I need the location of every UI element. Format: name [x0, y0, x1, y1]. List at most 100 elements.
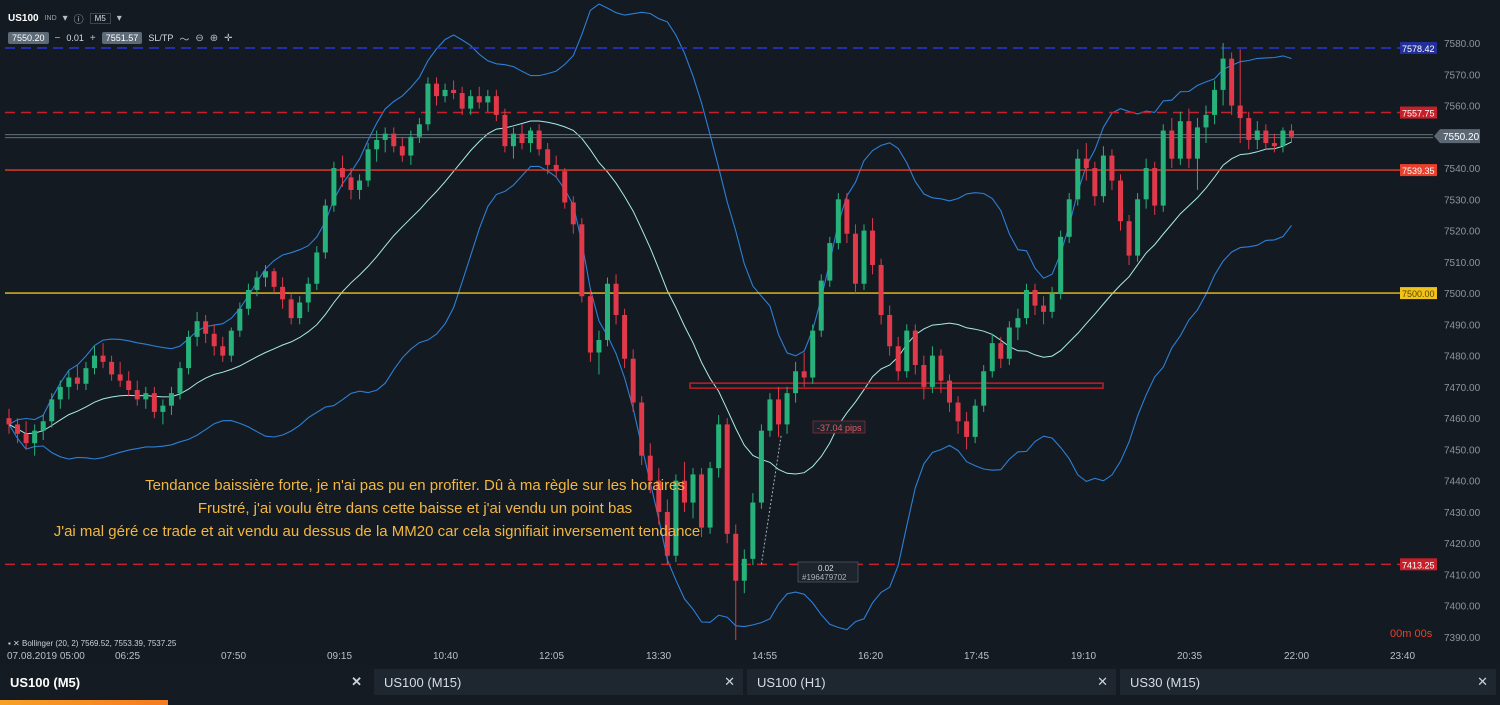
candle-body: [502, 114, 508, 147]
candle-body: [1109, 155, 1115, 181]
candle-body: [348, 177, 354, 190]
ask-price-button[interactable]: 7551.57: [101, 32, 143, 44]
candle: [493, 89, 499, 122]
candle: [66, 371, 72, 400]
candle-body: [92, 355, 97, 369]
candle: [408, 130, 414, 165]
candle: [989, 333, 995, 378]
candle: [15, 418, 21, 444]
candle: [434, 77, 439, 106]
candle-body: [690, 474, 696, 503]
candle-body: [562, 171, 568, 203]
candle-body: [1289, 130, 1294, 137]
candle-body: [40, 421, 46, 431]
level-price-label: 7413.25: [1402, 560, 1435, 570]
candle: [459, 86, 465, 115]
tab-us30-m15[interactable]: US30 (M15) ✕: [1120, 669, 1496, 695]
close-icon[interactable]: ✕: [1477, 674, 1488, 689]
candle-body: [459, 93, 465, 109]
candle-body: [630, 358, 636, 403]
bid-price-button[interactable]: 7550.20: [8, 32, 49, 44]
candle-body: [844, 199, 850, 234]
chevron-down-icon[interactable]: ▾: [62, 12, 68, 24]
candle-body: [391, 133, 397, 147]
candle-body: [1066, 199, 1072, 237]
minus-icon[interactable]: −: [54, 32, 61, 44]
candle-body: [1229, 58, 1235, 106]
level-price-tag: [1400, 41, 1437, 54]
candle-body: [810, 330, 816, 378]
candle-body: [964, 421, 970, 437]
candle-body: [339, 168, 345, 178]
crosshair-icon[interactable]: ✛: [224, 32, 233, 44]
time-tick-label: 20:35: [1177, 651, 1202, 662]
annotation-note-line: Tendance baissière forte, je n'ai pas pu…: [145, 477, 685, 494]
candle-body: [186, 336, 192, 369]
price-tick-label: 7390.00: [1444, 633, 1481, 644]
candle-body: [587, 296, 593, 353]
candle: [1169, 118, 1175, 169]
candle: [1254, 121, 1260, 150]
candle: [23, 421, 29, 450]
candle: [639, 396, 645, 466]
candle: [468, 89, 474, 115]
candle: [271, 268, 277, 294]
timeframe-select[interactable]: M5: [89, 12, 111, 24]
candle-body: [724, 424, 730, 534]
candle-body: [835, 199, 841, 244]
candle-body: [878, 264, 884, 315]
candle: [1058, 230, 1064, 300]
candle-body: [134, 390, 140, 400]
close-icon[interactable]: ✕: [724, 674, 735, 689]
time-tick-label: 06:25: [115, 651, 140, 662]
candle-countdown: 00m 00s: [1390, 628, 1433, 640]
candle-body: [228, 330, 234, 356]
candle-body: [416, 124, 422, 137]
close-icon[interactable]: ✕: [351, 674, 362, 689]
info-icon[interactable]: ⓘ: [73, 14, 84, 26]
candle: [32, 424, 38, 456]
candle: [664, 499, 670, 566]
candle: [947, 374, 952, 412]
candle-body: [168, 393, 174, 406]
candle: [929, 346, 935, 394]
tab-us100-h1[interactable]: US100 (H1) ✕: [747, 669, 1116, 695]
candle-body: [1271, 143, 1277, 147]
candle-body: [365, 149, 371, 181]
tab-us100-m15[interactable]: US100 (M15) ✕: [374, 669, 743, 695]
time-tick-label: 10:40: [433, 651, 458, 662]
timeframe-chevron-icon[interactable]: ▾: [116, 12, 122, 24]
tab-us100-m5[interactable]: US100 (M5) ✕: [0, 669, 370, 695]
candle-body: [758, 430, 764, 503]
chart-area[interactable]: 7580.007570.007560.007550.007540.007530.…: [0, 0, 1500, 665]
candle: [143, 386, 149, 409]
candle: [1220, 43, 1226, 106]
close-icon[interactable]: ✕: [1097, 674, 1108, 689]
candle: [681, 461, 687, 512]
candle: [245, 283, 251, 315]
zoom-in-icon[interactable]: ⊕: [209, 32, 219, 44]
candle-body: [938, 355, 944, 381]
candle: [673, 474, 679, 562]
candle: [263, 264, 268, 287]
sltp-button[interactable]: SL/TP: [148, 33, 174, 43]
chart-type-icon[interactable]: 〜: [179, 34, 190, 46]
candle: [818, 274, 824, 337]
price-chart[interactable]: 7580.007570.007560.007550.007540.007530.…: [0, 0, 1500, 665]
candle-body: [434, 83, 439, 97]
plus-icon[interactable]: +: [89, 32, 96, 44]
candle: [904, 324, 910, 378]
candle: [758, 424, 764, 509]
time-tick-label: 23:40: [1390, 651, 1415, 662]
candle-body: [425, 83, 431, 125]
level-price-tag: [1400, 287, 1437, 300]
candle: [374, 130, 380, 162]
candle-body: [673, 480, 679, 556]
zoom-out-icon[interactable]: ⊖: [195, 32, 204, 44]
candle-body: [442, 89, 448, 97]
candle: [861, 224, 867, 290]
candle-body: [1169, 130, 1175, 159]
symbol-label[interactable]: US100: [8, 12, 39, 24]
candle: [622, 308, 628, 369]
current-price-label: 7550.20: [1443, 132, 1480, 143]
